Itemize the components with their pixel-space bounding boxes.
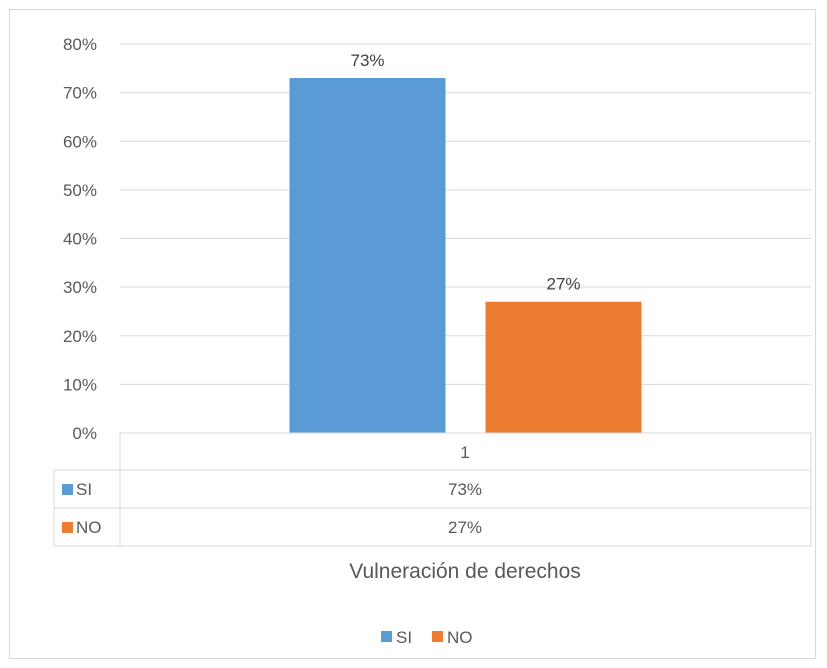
- y-tick-label: 0%: [72, 424, 97, 443]
- bars: [289, 78, 642, 433]
- legend-swatch-no: [432, 631, 443, 642]
- y-tick-label: 20%: [63, 327, 97, 346]
- y-tick-label: 40%: [63, 230, 97, 249]
- table-row-si-value: 73%: [448, 480, 482, 499]
- data-label-no: 27%: [546, 275, 580, 294]
- table-row-si-label: SI: [76, 480, 92, 499]
- y-tick-label: 10%: [63, 375, 97, 394]
- data-label-si: 73%: [350, 51, 384, 70]
- y-tick-label: 80%: [63, 35, 97, 54]
- bar-no: [485, 301, 642, 433]
- y-axis-tick-labels: 0% 10% 20% 30% 40% 50% 60% 70% 80%: [63, 35, 97, 443]
- legend-label-no: NO: [447, 628, 473, 647]
- y-tick-label: 30%: [63, 278, 97, 297]
- legend: SI NO: [381, 628, 473, 647]
- table-row-no-label: NO: [76, 518, 102, 537]
- table-row-si-swatch: [62, 484, 73, 495]
- legend-label-si: SI: [396, 628, 412, 647]
- bar-si: [289, 78, 446, 433]
- y-tick-label: 50%: [63, 181, 97, 200]
- table-row-no-swatch: [62, 522, 73, 533]
- y-tick-label: 60%: [63, 132, 97, 151]
- x-axis-title: Vulneración de derechos: [349, 560, 581, 583]
- data-table: 1 SI 73% NO 27%: [53, 432, 812, 547]
- legend-swatch-si: [381, 631, 392, 642]
- y-tick-label: 70%: [63, 84, 97, 103]
- gridlines: [120, 43, 811, 434]
- table-header-category: 1: [460, 443, 469, 462]
- table-row-no-value: 27%: [448, 518, 482, 537]
- data-labels: 73% 27%: [350, 51, 580, 294]
